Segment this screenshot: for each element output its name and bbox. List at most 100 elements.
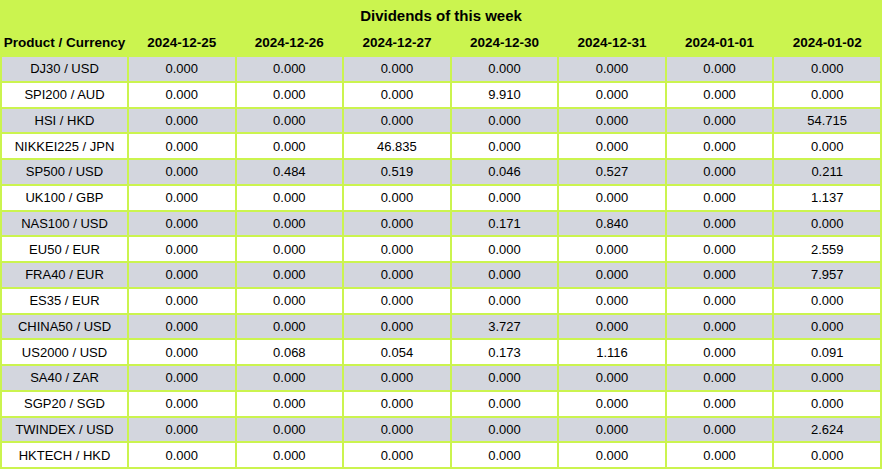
value-cell: 0.000 <box>666 56 774 82</box>
table-row: DJ30 / USD 0.0000.0000.0000.0000.0000.00… <box>1 56 881 82</box>
value-cell: 0.000 <box>773 314 881 340</box>
table-row: UK100 / GBP 0.0000.0000.0000.0000.0000.0… <box>1 185 881 211</box>
value-cell: 0.000 <box>666 262 774 288</box>
date-header: 2024-12-26 <box>236 29 344 56</box>
value-cell: 0.000 <box>666 365 774 391</box>
value-cell: 0.000 <box>236 417 344 443</box>
product-cell: ES35 / EUR <box>1 288 128 314</box>
value-cell: 0.527 <box>558 159 666 185</box>
value-cell: 0.000 <box>773 365 881 391</box>
value-cell: 0.000 <box>558 133 666 159</box>
table-row: CHINA50 / USD 0.0000.0000.0003.7270.0000… <box>1 314 881 340</box>
value-cell: 0.000 <box>558 56 666 82</box>
value-cell: 0.054 <box>343 339 451 365</box>
value-cell: 0.000 <box>128 365 236 391</box>
value-cell: 0.000 <box>666 314 774 340</box>
value-cell: 0.000 <box>343 185 451 211</box>
value-cell: 0.000 <box>773 391 881 417</box>
value-cell: 0.000 <box>451 262 559 288</box>
table-row: US2000 / USD 0.0000.0680.0540.1731.1160.… <box>1 339 881 365</box>
value-cell: 0.000 <box>451 108 559 134</box>
value-cell: 0.000 <box>236 211 344 237</box>
value-cell: 0.000 <box>128 339 236 365</box>
value-cell: 0.000 <box>343 417 451 443</box>
value-cell: 0.000 <box>128 236 236 262</box>
dividends-table: Dividends of this week Product / Currenc… <box>0 0 882 469</box>
value-cell: 0.000 <box>236 82 344 108</box>
value-cell: 0.840 <box>558 211 666 237</box>
value-cell: 0.000 <box>236 236 344 262</box>
value-cell: 0.000 <box>558 82 666 108</box>
value-cell: 0.000 <box>773 82 881 108</box>
value-cell: 2.559 <box>773 236 881 262</box>
product-cell: SPI200 / AUD <box>1 82 128 108</box>
date-header: 2024-01-02 <box>773 29 881 56</box>
value-cell: 0.000 <box>558 185 666 211</box>
value-cell: 0.000 <box>558 417 666 443</box>
value-cell: 0.000 <box>128 211 236 237</box>
table-row: NIKKEI225 / JPN 0.0000.00046.8350.0000.0… <box>1 133 881 159</box>
value-cell: 0.519 <box>343 159 451 185</box>
value-cell: 0.000 <box>666 236 774 262</box>
value-cell: 0.000 <box>128 133 236 159</box>
value-cell: 0.000 <box>236 314 344 340</box>
value-cell: 0.000 <box>666 211 774 237</box>
table-row: SGP20 / SGD 0.0000.0000.0000.0000.0000.0… <box>1 391 881 417</box>
product-cell: DJ30 / USD <box>1 56 128 82</box>
value-cell: 0.000 <box>558 108 666 134</box>
value-cell: 0.000 <box>666 339 774 365</box>
value-cell: 0.000 <box>128 262 236 288</box>
product-cell: TWINDEX / USD <box>1 417 128 443</box>
value-cell: 0.068 <box>236 339 344 365</box>
title-row: Dividends of this week <box>1 1 881 29</box>
value-cell: 46.835 <box>343 133 451 159</box>
value-cell: 1.137 <box>773 185 881 211</box>
value-cell: 0.000 <box>236 185 344 211</box>
value-cell: 0.000 <box>558 391 666 417</box>
value-cell: 0.000 <box>128 288 236 314</box>
value-cell: 3.727 <box>451 314 559 340</box>
value-cell: 0.000 <box>666 185 774 211</box>
header-row: Product / Currency 2024-12-252024-12-262… <box>1 29 881 56</box>
value-cell: 0.000 <box>236 262 344 288</box>
table-row: NAS100 / USD 0.0000.0000.0000.1710.8400.… <box>1 211 881 237</box>
value-cell: 1.116 <box>558 339 666 365</box>
value-cell: 0.000 <box>343 56 451 82</box>
value-cell: 0.000 <box>451 365 559 391</box>
value-cell: 0.000 <box>666 288 774 314</box>
product-currency-header: Product / Currency <box>1 29 128 56</box>
value-cell: 0.000 <box>236 391 344 417</box>
value-cell: 0.000 <box>128 442 236 468</box>
value-cell: 0.000 <box>666 391 774 417</box>
value-cell: 0.091 <box>773 339 881 365</box>
value-cell: 0.000 <box>666 108 774 134</box>
table-row: HKTECH / HKD 0.0000.0000.0000.0000.0000.… <box>1 442 881 468</box>
value-cell: 0.000 <box>558 365 666 391</box>
value-cell: 0.000 <box>128 108 236 134</box>
product-cell: HKTECH / HKD <box>1 442 128 468</box>
product-cell: SGP20 / SGD <box>1 391 128 417</box>
value-cell: 0.000 <box>558 288 666 314</box>
table-row: SA40 / ZAR 0.0000.0000.0000.0000.0000.00… <box>1 365 881 391</box>
value-cell: 0.000 <box>343 262 451 288</box>
value-cell: 0.000 <box>451 391 559 417</box>
value-cell: 0.000 <box>128 314 236 340</box>
value-cell: 0.000 <box>451 56 559 82</box>
value-cell: 0.000 <box>666 417 774 443</box>
product-cell: SA40 / ZAR <box>1 365 128 391</box>
value-cell: 0.000 <box>343 108 451 134</box>
value-cell: 0.173 <box>451 339 559 365</box>
date-header: 2024-12-27 <box>343 29 451 56</box>
value-cell: 0.000 <box>558 314 666 340</box>
value-cell: 0.000 <box>451 185 559 211</box>
value-cell: 0.000 <box>773 56 881 82</box>
value-cell: 0.000 <box>451 417 559 443</box>
value-cell: 0.000 <box>773 211 881 237</box>
value-cell: 0.000 <box>343 442 451 468</box>
value-cell: 0.000 <box>343 391 451 417</box>
value-cell: 0.000 <box>666 159 774 185</box>
value-cell: 54.715 <box>773 108 881 134</box>
value-cell: 0.000 <box>343 314 451 340</box>
value-cell: 2.624 <box>773 417 881 443</box>
page-title: Dividends of this week <box>1 1 881 29</box>
